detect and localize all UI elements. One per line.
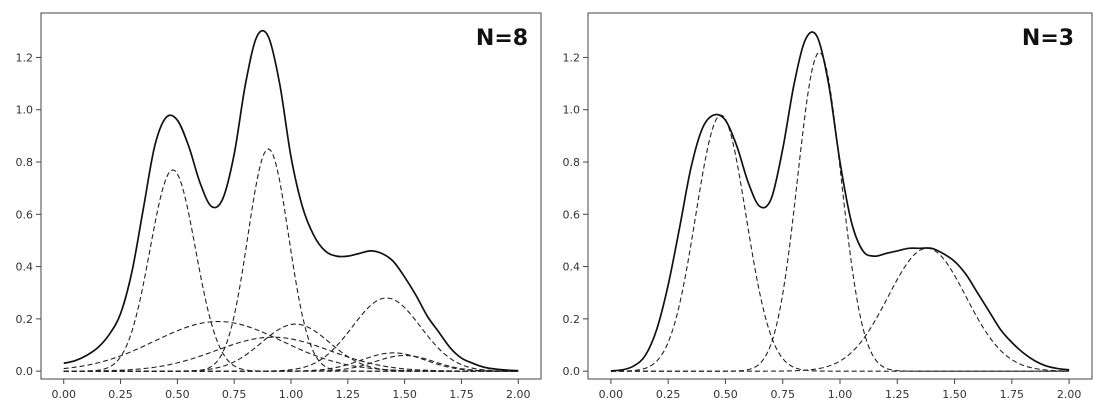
x-tick-label: 1.50 (942, 388, 967, 401)
plot-frame (587, 12, 1093, 380)
x-tick-label: 2.00 (506, 388, 531, 401)
total-curve-group (63, 29, 519, 372)
component-curve-5 (63, 336, 519, 372)
component-curves (610, 51, 1070, 372)
total-curve (63, 29, 519, 372)
component-curves (63, 148, 519, 372)
component-curve-8 (63, 354, 519, 372)
component-curve-2 (610, 51, 1070, 372)
x-tick-label: 0.50 (165, 388, 190, 401)
chart-panel-n8: 0.00 0.25 0.50 0.75 1.00 1.25 1.50 1.75 2.00 0.0… (0, 0, 548, 412)
component-curve-3 (610, 247, 1070, 372)
x-tick-label: 0.25 (656, 388, 681, 401)
y-tick-label: 0.0 (16, 365, 34, 378)
x-axis-ticks: 0.00 0.25 0.50 0.75 1.00 1.25 1.50 1.75 2.00 (51, 379, 531, 401)
x-tick-label: 0.25 (108, 388, 133, 401)
x-tick-label: 0.00 (599, 388, 624, 401)
x-tick-label: 1.00 (828, 388, 853, 401)
total-curve-group (610, 31, 1070, 372)
component-curve-2 (63, 148, 519, 372)
component-curve-1 (610, 114, 1070, 372)
component-curve-7 (63, 352, 519, 372)
y-tick-label: 1.0 (563, 104, 581, 117)
x-tick-label: 1.25 (885, 388, 910, 401)
panel-annotation: N=8 (476, 26, 528, 51)
y-tick-label: 0.4 (16, 261, 34, 274)
x-axis-ticks: 0.00 0.25 0.50 0.75 1.00 1.25 1.50 1.75 2.00 (599, 379, 1082, 401)
x-tick-label: 0.00 (51, 388, 76, 401)
y-tick-label: 1.0 (16, 104, 34, 117)
y-axis-ticks: 0.0 0.2 0.4 0.6 0.8 1.0 1.2 (16, 51, 41, 378)
y-tick-label: 0.6 (16, 208, 34, 221)
y-tick-label: 0.8 (563, 156, 581, 169)
y-tick-label: 0.2 (16, 313, 34, 326)
y-tick-label: 0.8 (16, 156, 34, 169)
y-tick-label: 0.4 (563, 261, 581, 274)
component-curve-6 (63, 297, 519, 372)
chart-n3: 0.00 0.25 0.50 0.75 1.00 1.25 1.50 1.75 2.00 0.0… (563, 12, 1093, 401)
chart-n8: 0.00 0.25 0.50 0.75 1.00 1.25 1.50 1.75 2.00 0.0… (16, 12, 542, 401)
y-tick-label: 0.2 (563, 313, 581, 326)
x-tick-label: 1.75 (449, 388, 474, 401)
total-curve (610, 31, 1070, 372)
y-tick-label: 0.0 (563, 365, 581, 378)
x-tick-label: 2.00 (1057, 388, 1082, 401)
panel-annotation: N=3 (1022, 26, 1074, 51)
y-tick-label: 0.6 (563, 208, 581, 221)
x-tick-label: 1.25 (336, 388, 361, 401)
chart-panel-n3: 0.00 0.25 0.50 0.75 1.00 1.25 1.50 1.75 2.00 0.0… (548, 0, 1100, 412)
x-tick-label: 1.75 (1000, 388, 1024, 401)
x-tick-label: 1.50 (392, 388, 417, 401)
y-axis-ticks: 0.0 0.2 0.4 0.6 0.8 1.0 1.2 (563, 51, 588, 378)
y-tick-label: 1.2 (563, 51, 581, 64)
x-tick-label: 1.00 (279, 388, 304, 401)
x-tick-label: 0.75 (222, 388, 247, 401)
x-tick-label: 0.75 (770, 388, 795, 401)
y-tick-label: 1.2 (16, 51, 34, 64)
x-tick-label: 0.50 (713, 388, 738, 401)
